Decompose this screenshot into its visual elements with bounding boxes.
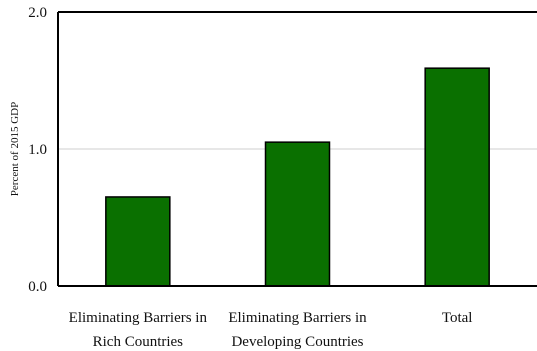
bars <box>105 67 490 287</box>
y-tick-label-0: 0.0 <box>28 279 47 295</box>
bar-3 <box>424 67 490 287</box>
category-label-1: Eliminating Barriers in Rich Countries <box>69 310 208 350</box>
category-label-2: Eliminating Barriers in Developing Countr… <box>228 310 367 350</box>
bar-2 <box>264 141 331 287</box>
y-tick-label-1: 1.0 <box>28 142 47 158</box>
category-labels: Eliminating Barriers in Rich Countries Eli… <box>69 310 473 350</box>
category-label-3: Total <box>442 310 473 326</box>
y-tick-label-2: 2.0 <box>28 5 47 21</box>
y-axis-label: Percent of 2015 GDP <box>9 102 21 196</box>
axes <box>57 11 537 287</box>
y-tick-labels: 0.0 1.0 2.0 <box>28 5 47 295</box>
bar-1 <box>105 196 171 287</box>
